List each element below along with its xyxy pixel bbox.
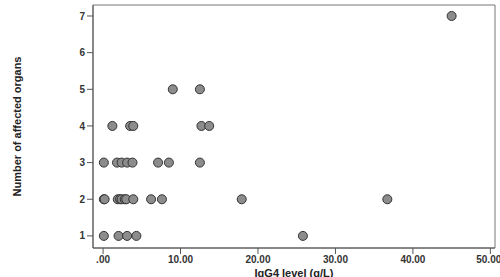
svg-text:7: 7 — [79, 11, 85, 22]
svg-text:2: 2 — [79, 194, 85, 205]
svg-text:3: 3 — [79, 157, 85, 168]
svg-text:20.00: 20.00 — [245, 254, 270, 265]
svg-text:IgG4 level (g/L): IgG4 level (g/L) — [255, 267, 334, 277]
svg-text:40.00: 40.00 — [400, 254, 425, 265]
svg-text:Number of affected organs: Number of affected organs — [11, 57, 23, 197]
svg-text:50.00: 50.00 — [476, 254, 492, 265]
svg-text:10.00: 10.00 — [168, 254, 193, 265]
svg-text:4: 4 — [79, 121, 85, 132]
svg-text:30.00: 30.00 — [323, 254, 348, 265]
svg-text:5: 5 — [79, 84, 85, 95]
svg-text:1: 1 — [79, 230, 85, 241]
svg-text:.00: .00 — [96, 254, 110, 265]
svg-text:6: 6 — [79, 47, 85, 58]
